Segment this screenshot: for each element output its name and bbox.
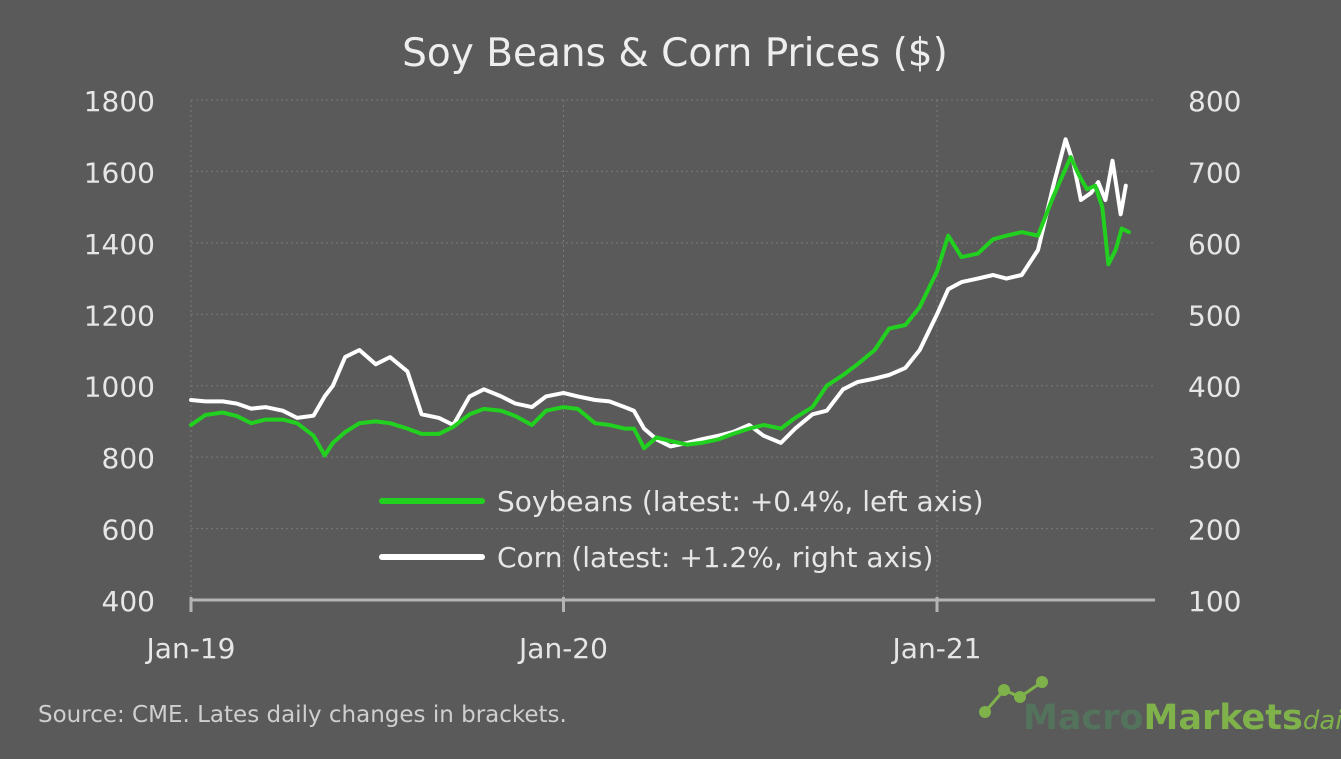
right-tick-label: 600 [1188, 228, 1241, 261]
source-note: Source: CME. Lates daily changes in brac… [38, 702, 567, 728]
left-y-axis: 1800 1600 1400 1200 1000 800 600 400 [84, 85, 155, 618]
right-tick-label: 100 [1188, 585, 1241, 618]
corn-line [189, 137, 1128, 449]
right-tick-label: 800 [1188, 85, 1241, 118]
left-tick-label: 1800 [84, 85, 155, 118]
left-tick-label: 600 [102, 514, 155, 547]
legend: Soybeans (latest: +0.4%, left axis) Corn… [379, 485, 984, 574]
chart-title: Soy Beans & Corn Prices ($) [402, 31, 948, 76]
logo-macro: Macro [1023, 698, 1144, 738]
series-lines [189, 137, 1131, 458]
legend-label-corn: Corn (latest: +1.2%, right axis) [497, 541, 933, 574]
right-tick-label: 500 [1188, 299, 1241, 332]
left-tick-label: 1200 [84, 299, 155, 332]
logo-markets: Markets [1144, 698, 1303, 738]
right-tick-label: 200 [1188, 514, 1241, 547]
left-tick-label: 400 [102, 585, 155, 618]
right-tick-label: 700 [1188, 156, 1241, 189]
x-tick-label: Jan-21 [891, 632, 982, 665]
x-axis: Jan-19 Jan-20 Jan-21 [145, 597, 1155, 665]
left-tick-label: 1600 [84, 156, 155, 189]
line-chart-nodes-icon [979, 676, 1048, 718]
logo-daily: daily [1303, 706, 1341, 736]
x-tick-label: Jan-20 [517, 632, 608, 665]
right-tick-label: 400 [1188, 371, 1241, 404]
right-y-axis: 800 700 600 500 400 300 200 100 [1188, 85, 1241, 618]
legend-label-soybeans: Soybeans (latest: +0.4%, left axis) [497, 485, 984, 518]
left-tick-label: 1400 [84, 228, 155, 261]
left-tick-label: 1000 [84, 371, 155, 404]
macromarkets-logo: MacroMarketsdaily [979, 676, 1341, 738]
right-tick-label: 300 [1188, 442, 1241, 475]
soybeans-line [189, 155, 1131, 458]
left-tick-label: 800 [102, 442, 155, 475]
gridlines [190, 99, 1155, 600]
logo-text: MacroMarketsdaily [1023, 698, 1341, 738]
x-tick-label: Jan-19 [145, 632, 236, 665]
